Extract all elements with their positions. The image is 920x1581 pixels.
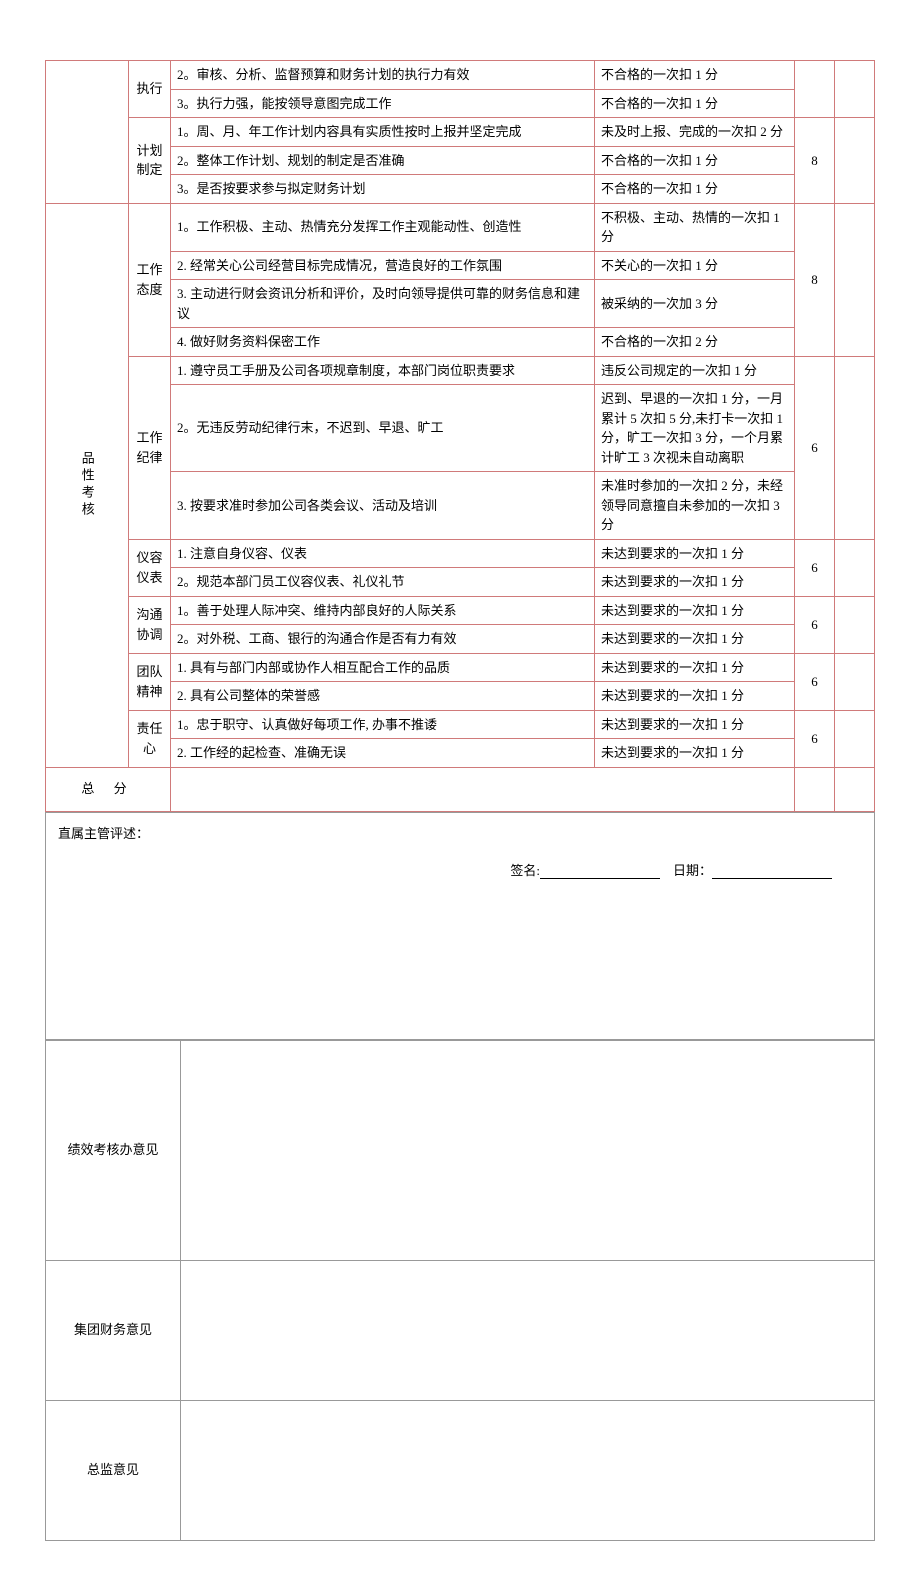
opinion-perf-label: 绩效考核办意见 — [46, 1040, 181, 1260]
attitude-row-crit: 不合格的一次扣 2 分 — [595, 328, 795, 357]
cat-attitude: 工作态度 — [129, 203, 171, 356]
comm-row-crit: 未达到要求的一次扣 1 分 — [595, 596, 795, 625]
signature-line: 签名: 日期： — [58, 860, 862, 879]
team-row-crit: 未达到要求的一次扣 1 分 — [595, 653, 795, 682]
supervisor-title: 直属主管评述： — [58, 826, 149, 841]
appearance-score: 6 — [795, 539, 835, 596]
total-label: 总 分 — [46, 767, 171, 811]
appearance-row-crit: 未达到要求的一次扣 1 分 — [595, 568, 795, 597]
exec-row-crit: 不合格的一次扣 1 分 — [595, 89, 795, 118]
plan-score: 8 — [795, 118, 835, 204]
date-label: 日期： — [673, 863, 712, 878]
attitude-row-desc: 2. 经常关心公司经营目标完成情况，营造良好的工作氛围 — [171, 251, 595, 280]
opinion-director-content — [181, 1400, 875, 1540]
resp-blank — [835, 710, 875, 767]
comm-row-desc: 1。善于处理人际冲突、维持内部良好的人际关系 — [171, 596, 595, 625]
plan-row-crit: 不合格的一次扣 1 分 — [595, 175, 795, 204]
opinion-group-content — [181, 1260, 875, 1400]
cat-team: 团队精神 — [129, 653, 171, 710]
plan-row-desc: 3。是否按要求参与拟定财务计划 — [171, 175, 595, 204]
team-blank — [835, 653, 875, 710]
opinion-group-label: 集团财务意见 — [46, 1260, 181, 1400]
appearance-row-desc: 1. 注意自身仪容、仪表 — [171, 539, 595, 568]
discipline-row-desc: 2。无违反劳动纪律行末，不迟到、早退、旷工 — [171, 385, 595, 472]
appearance-row-desc: 2。规范本部门员工仪容仪表、礼仪礼节 — [171, 568, 595, 597]
plan-row-crit: 未及时上报、完成的一次扣 2 分 — [595, 118, 795, 147]
comm-score: 6 — [795, 596, 835, 653]
opinion-director-label: 总监意见 — [46, 1400, 181, 1540]
attitude-row-crit: 不关心的一次扣 1 分 — [595, 251, 795, 280]
plan-blank — [835, 118, 875, 204]
cat-quality: 品性考核 — [46, 203, 129, 767]
total-blank — [835, 767, 875, 811]
exec-row-crit: 不合格的一次扣 1 分 — [595, 61, 795, 90]
team-score: 6 — [795, 653, 835, 710]
attitude-row-desc: 3. 主动进行财会资讯分析和评价，及时向领导提供可靠的财务信息和建议 — [171, 280, 595, 328]
exec-score — [795, 61, 835, 118]
cat-comm: 沟通协调 — [129, 596, 171, 653]
plan-row-desc: 1。周、月、年工作计划内容具有实质性按时上报并坚定完成 — [171, 118, 595, 147]
discipline-blank — [835, 356, 875, 539]
team-row-crit: 未达到要求的一次扣 1 分 — [595, 682, 795, 711]
resp-row-crit: 未达到要求的一次扣 1 分 — [595, 710, 795, 739]
team-row-desc: 1. 具有与部门内部或协作人相互配合工作的品质 — [171, 653, 595, 682]
cat-exec: 执行 — [129, 61, 171, 118]
attitude-score: 8 — [795, 203, 835, 356]
cat-plan: 计划制定 — [129, 118, 171, 204]
evaluation-table: 执行 2。审核、分析、监督预算和财务计划的执行力有效 不合格的一次扣 1 分 3… — [45, 60, 875, 812]
appearance-blank — [835, 539, 875, 596]
appearance-row-crit: 未达到要求的一次扣 1 分 — [595, 539, 795, 568]
total-desc — [171, 767, 795, 811]
discipline-row-crit: 违反公司规定的一次扣 1 分 — [595, 356, 795, 385]
attitude-row-crit: 不积极、主动、热情的一次扣 1 分 — [595, 203, 795, 251]
exec-row-desc: 2。审核、分析、监督预算和财务计划的执行力有效 — [171, 61, 595, 90]
resp-row-desc: 2. 工作经的起检查、准确无误 — [171, 739, 595, 768]
attitude-blank — [835, 203, 875, 356]
cat-discipline: 工作纪律 — [129, 356, 171, 539]
cat-resp: 责任心 — [129, 710, 171, 767]
opinion-perf-content — [181, 1040, 875, 1260]
comm-row-desc: 2。对外税、工商、银行的沟通合作是否有力有效 — [171, 625, 595, 654]
opinion-table: 绩效考核办意见 集团财务意见 总监意见 — [45, 1040, 875, 1541]
resp-row-desc: 1。忠于职守、认真做好每项工作, 办事不推诿 — [171, 710, 595, 739]
cat-appearance: 仪容仪表 — [129, 539, 171, 596]
resp-score: 6 — [795, 710, 835, 767]
sign-label: 签名: — [510, 863, 540, 878]
attitude-row-desc: 1。工作积极、主动、热情充分发挥工作主观能动性、创造性 — [171, 203, 595, 251]
exec-row-desc: 3。执行力强，能按领导意图完成工作 — [171, 89, 595, 118]
discipline-row-desc: 1. 遵守员工手册及公司各项规章制度，本部门岗位职责要求 — [171, 356, 595, 385]
total-score — [795, 767, 835, 811]
attitude-row-desc: 4. 做好财务资料保密工作 — [171, 328, 595, 357]
exec-blank — [835, 61, 875, 118]
comm-row-crit: 未达到要求的一次扣 1 分 — [595, 625, 795, 654]
discipline-row-desc: 3. 按要求准时参加公司各类会议、活动及培训 — [171, 472, 595, 540]
discipline-row-crit: 未准时参加的一次扣 2 分，未经领导同意擅自未参加的一次扣 3 分 — [595, 472, 795, 540]
date-underline — [712, 866, 832, 879]
supervisor-comment: 直属主管评述： 签名: 日期： — [45, 812, 875, 1040]
discipline-score: 6 — [795, 356, 835, 539]
attitude-row-crit: 被采纳的一次加 3 分 — [595, 280, 795, 328]
discipline-row-crit: 迟到、早退的一次扣 1 分，一月累计 5 次扣 5 分,未打卡一次扣 1 分，旷… — [595, 385, 795, 472]
top-category-blank — [46, 61, 129, 204]
plan-row-crit: 不合格的一次扣 1 分 — [595, 146, 795, 175]
team-row-desc: 2. 具有公司整体的荣誉感 — [171, 682, 595, 711]
comm-blank — [835, 596, 875, 653]
sign-underline — [540, 866, 660, 879]
resp-row-crit: 未达到要求的一次扣 1 分 — [595, 739, 795, 768]
plan-row-desc: 2。整体工作计划、规划的制定是否准确 — [171, 146, 595, 175]
